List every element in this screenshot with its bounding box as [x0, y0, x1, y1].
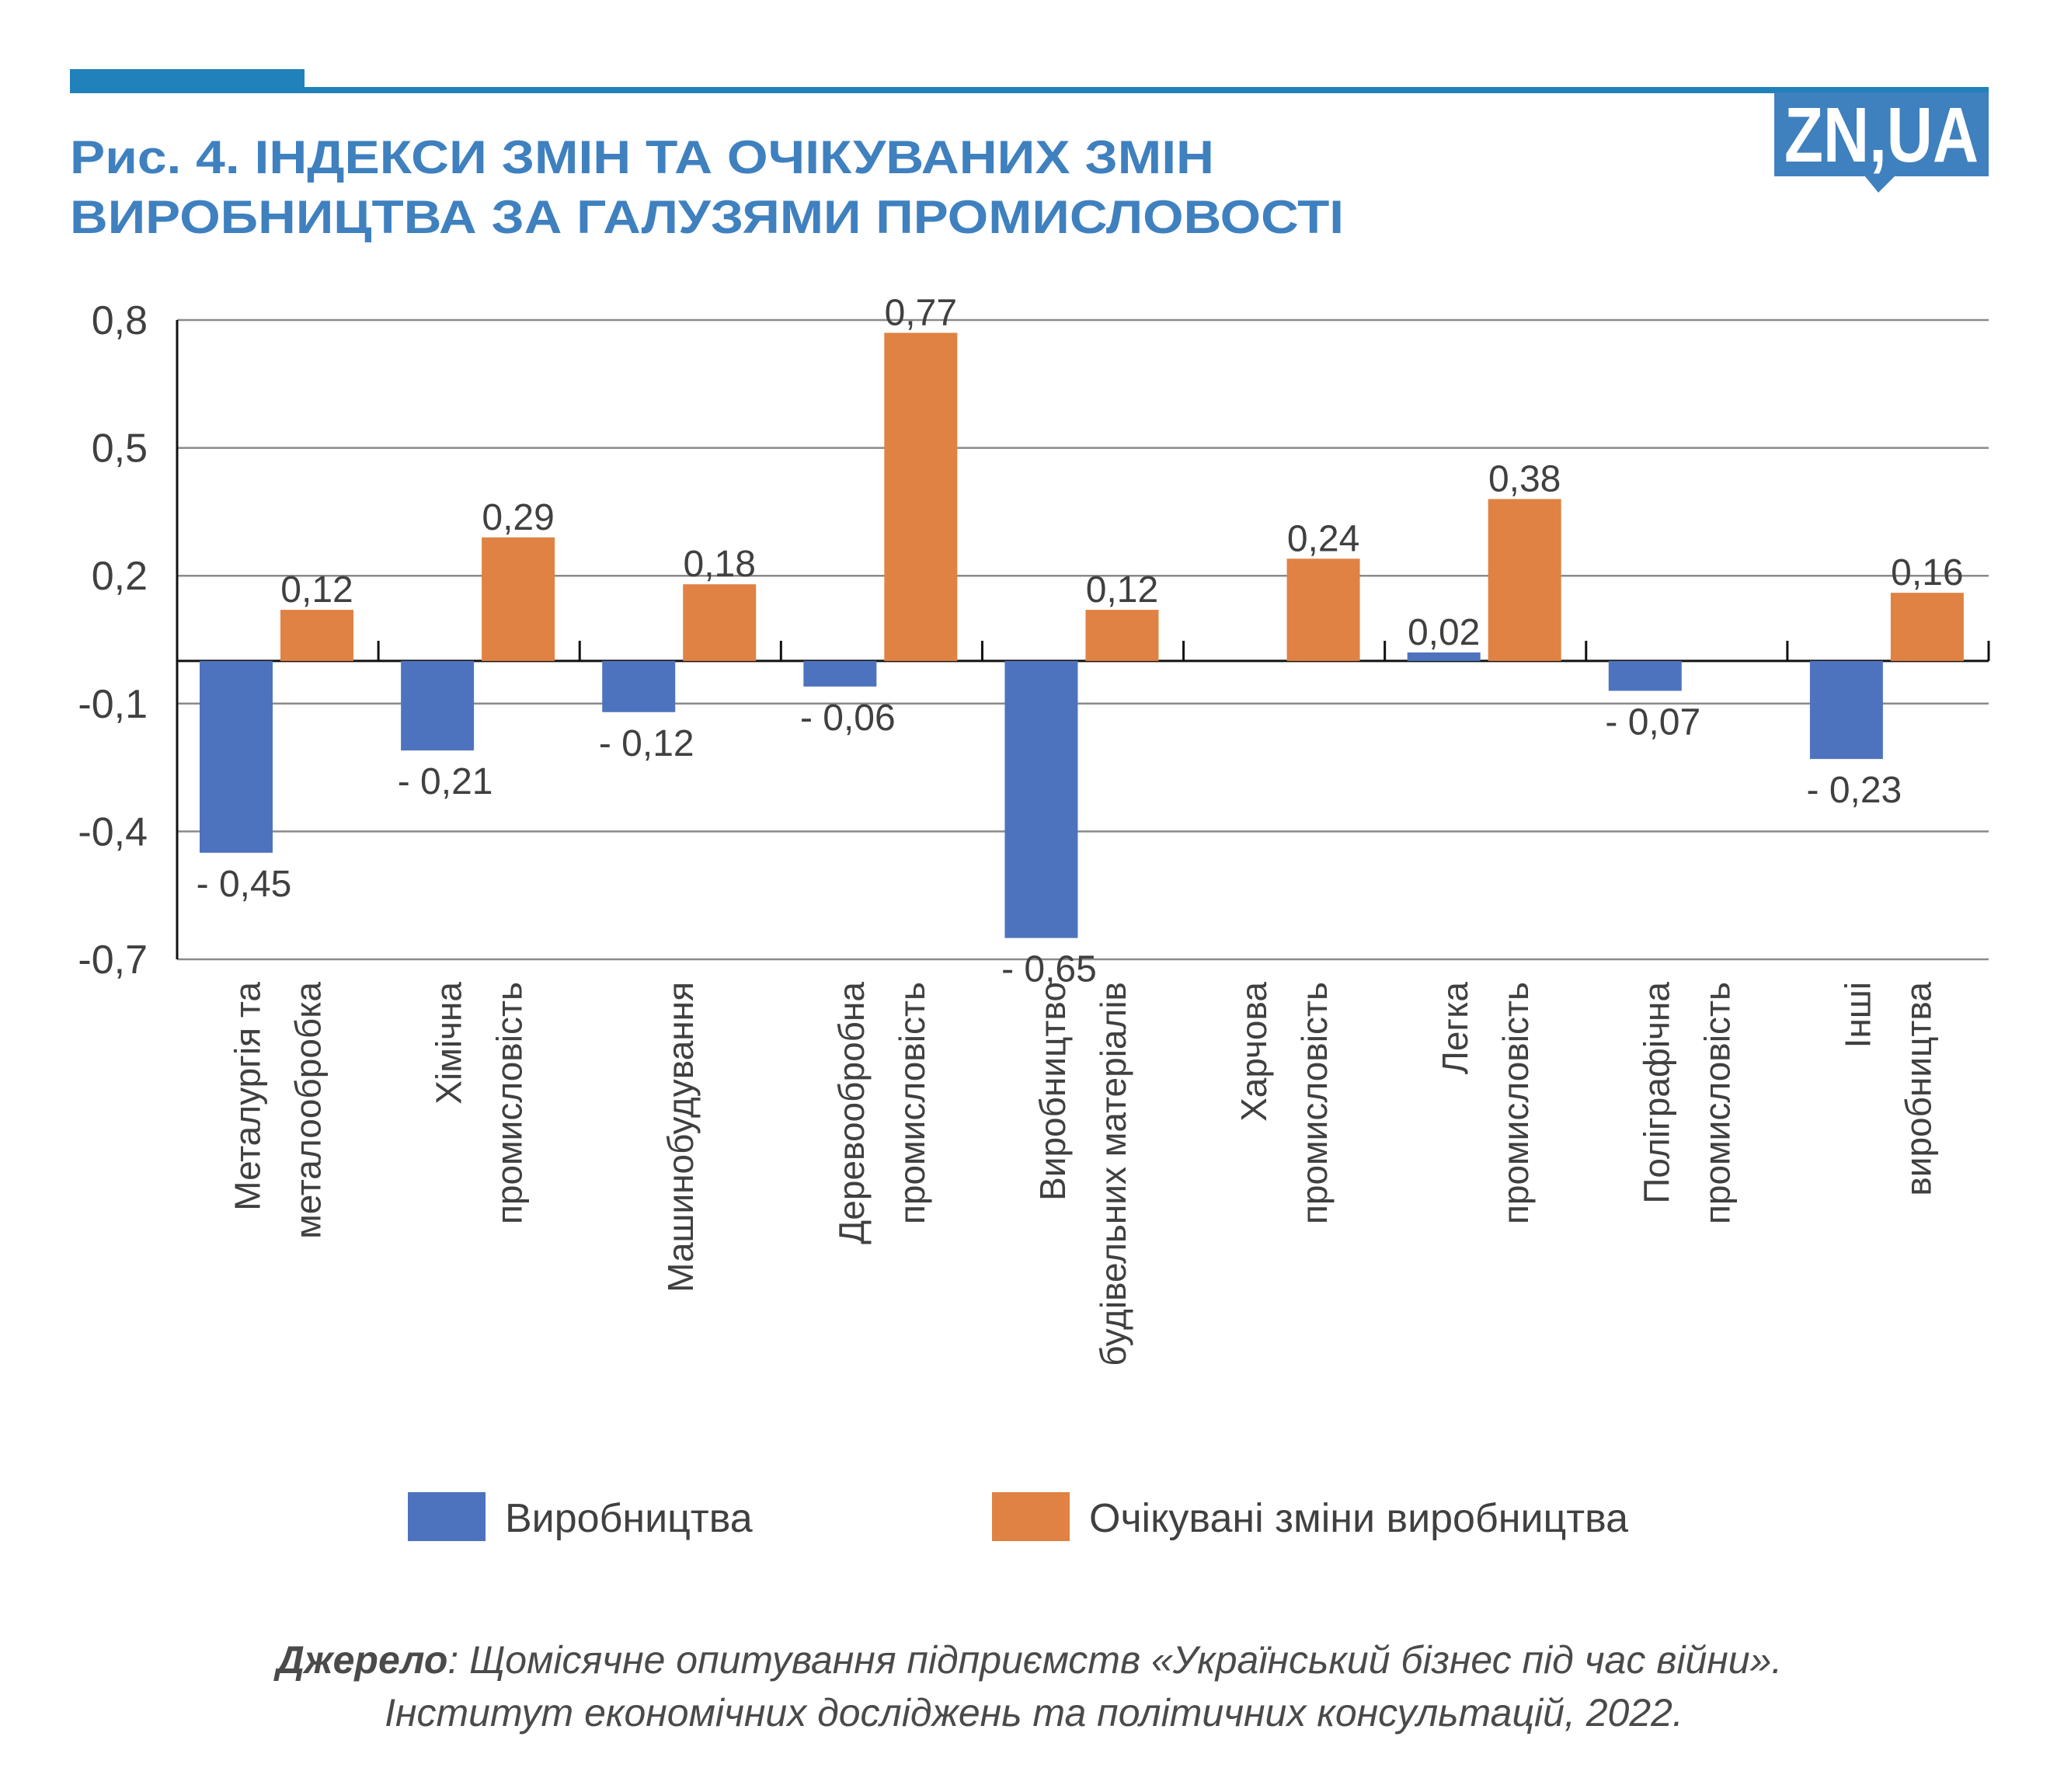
bar-expected: [1488, 499, 1561, 661]
bar-production: [401, 660, 475, 751]
legend-swatch-expected: [992, 1492, 1070, 1541]
data-label: - 0,21: [398, 761, 493, 802]
data-label: 0,24: [1287, 518, 1359, 559]
header-accent-block: [70, 69, 305, 90]
source-line2: Інститут економічних досліджень та політ…: [385, 1691, 1683, 1735]
data-label: 0,38: [1488, 458, 1561, 499]
legend-label-production: Виробництва: [505, 1496, 753, 1541]
x-category-label: виробництва: [1898, 982, 1938, 1196]
bar-production: [1004, 660, 1078, 938]
data-label: 0,29: [482, 497, 554, 538]
x-category-label: Легка: [1435, 982, 1475, 1075]
svg-text:ZN,UA: ZN,UA: [1784, 92, 1979, 179]
legend-label-expected: Очікувані зміни виробництва: [1089, 1496, 1628, 1541]
data-label: 0,77: [885, 292, 957, 333]
x-category-label: промисловість: [1495, 982, 1536, 1224]
chart-title-line1: Рис. 4. ІНДЕКСИ ЗМІН ТА ОЧІКУВАНИХ ЗМІН: [70, 131, 1214, 183]
header-rule: [70, 87, 1989, 93]
data-label: - 0,06: [800, 698, 896, 739]
x-category-label: Хімічна: [429, 982, 469, 1105]
bar-expected: [280, 610, 353, 661]
bar-expected: [482, 537, 555, 661]
data-label: 0,16: [1891, 552, 1963, 593]
data-label: - 0,07: [1605, 701, 1700, 743]
bar-expected: [1286, 558, 1360, 661]
bar-production: [1608, 660, 1682, 691]
bar-production: [602, 660, 676, 712]
x-category-label: Металургія та: [228, 982, 268, 1211]
x-category-label: Деревообробна: [831, 982, 872, 1244]
y-tick-label: -0,4: [78, 809, 148, 854]
y-tick-label: 0,2: [92, 554, 148, 599]
data-label: - 0,12: [599, 723, 694, 764]
source-text: : Щомісячне опитування підприємств «Укра…: [447, 1638, 1782, 1682]
bar-expected: [884, 332, 958, 661]
bar-production: [200, 660, 273, 853]
y-tick-label: 0,8: [92, 298, 148, 343]
source-label: Джерело: [273, 1638, 448, 1682]
chart-title-line2: ВИРОБНИЦТВА ЗА ГАЛУЗЯМИ ПРОМИСЛОВОСТІ: [70, 191, 1344, 243]
data-label: 0,18: [684, 544, 756, 585]
y-tick-label: -0,7: [78, 938, 148, 983]
legend-swatch-production: [408, 1492, 486, 1541]
bar-production: [1407, 652, 1481, 661]
y-tick-label: -0,1: [78, 682, 148, 727]
x-category-label: Машинобудування: [660, 982, 701, 1293]
data-label: 0,12: [280, 569, 353, 611]
data-label: - 0,65: [1001, 949, 1097, 990]
bar-expected: [1085, 610, 1159, 661]
bar-production: [803, 660, 877, 687]
x-category-label: промисловість: [489, 982, 530, 1224]
bar-expected: [683, 584, 757, 661]
bar-expected: [1890, 593, 1964, 661]
x-category-label: промисловість: [1697, 982, 1737, 1224]
data-label: - 0,45: [197, 864, 292, 905]
bar-production: [1809, 660, 1883, 760]
x-category-label: Інші: [1837, 982, 1878, 1048]
x-category-label: промисловість: [1294, 982, 1335, 1224]
x-category-label: Поліграфічна: [1636, 982, 1676, 1204]
source-line1: Джерело: Щомісячне опитування підприємст…: [273, 1638, 1783, 1682]
x-category-label: металообробка: [288, 982, 329, 1239]
legend: Виробництва Очікувані зміни виробництва: [408, 1492, 1628, 1541]
data-label: 0,12: [1086, 569, 1158, 611]
logo: ZN,UA: [1774, 92, 1989, 193]
x-category-label: промисловість: [892, 982, 932, 1224]
data-label: 0,02: [1408, 612, 1480, 653]
x-category-label: Харчова: [1234, 982, 1274, 1122]
plot-area: 0,8 0,5 0,2 -0,1 -0,4 -0,7 - 0,45 - 0,21 - 0,12 -…: [78, 292, 1990, 1366]
y-tick-label: 0,5: [92, 426, 148, 471]
x-category-label: будівельних матеріалів: [1093, 982, 1133, 1366]
x-category-label: Виробництво: [1032, 982, 1073, 1201]
data-label: - 0,23: [1807, 770, 1902, 811]
